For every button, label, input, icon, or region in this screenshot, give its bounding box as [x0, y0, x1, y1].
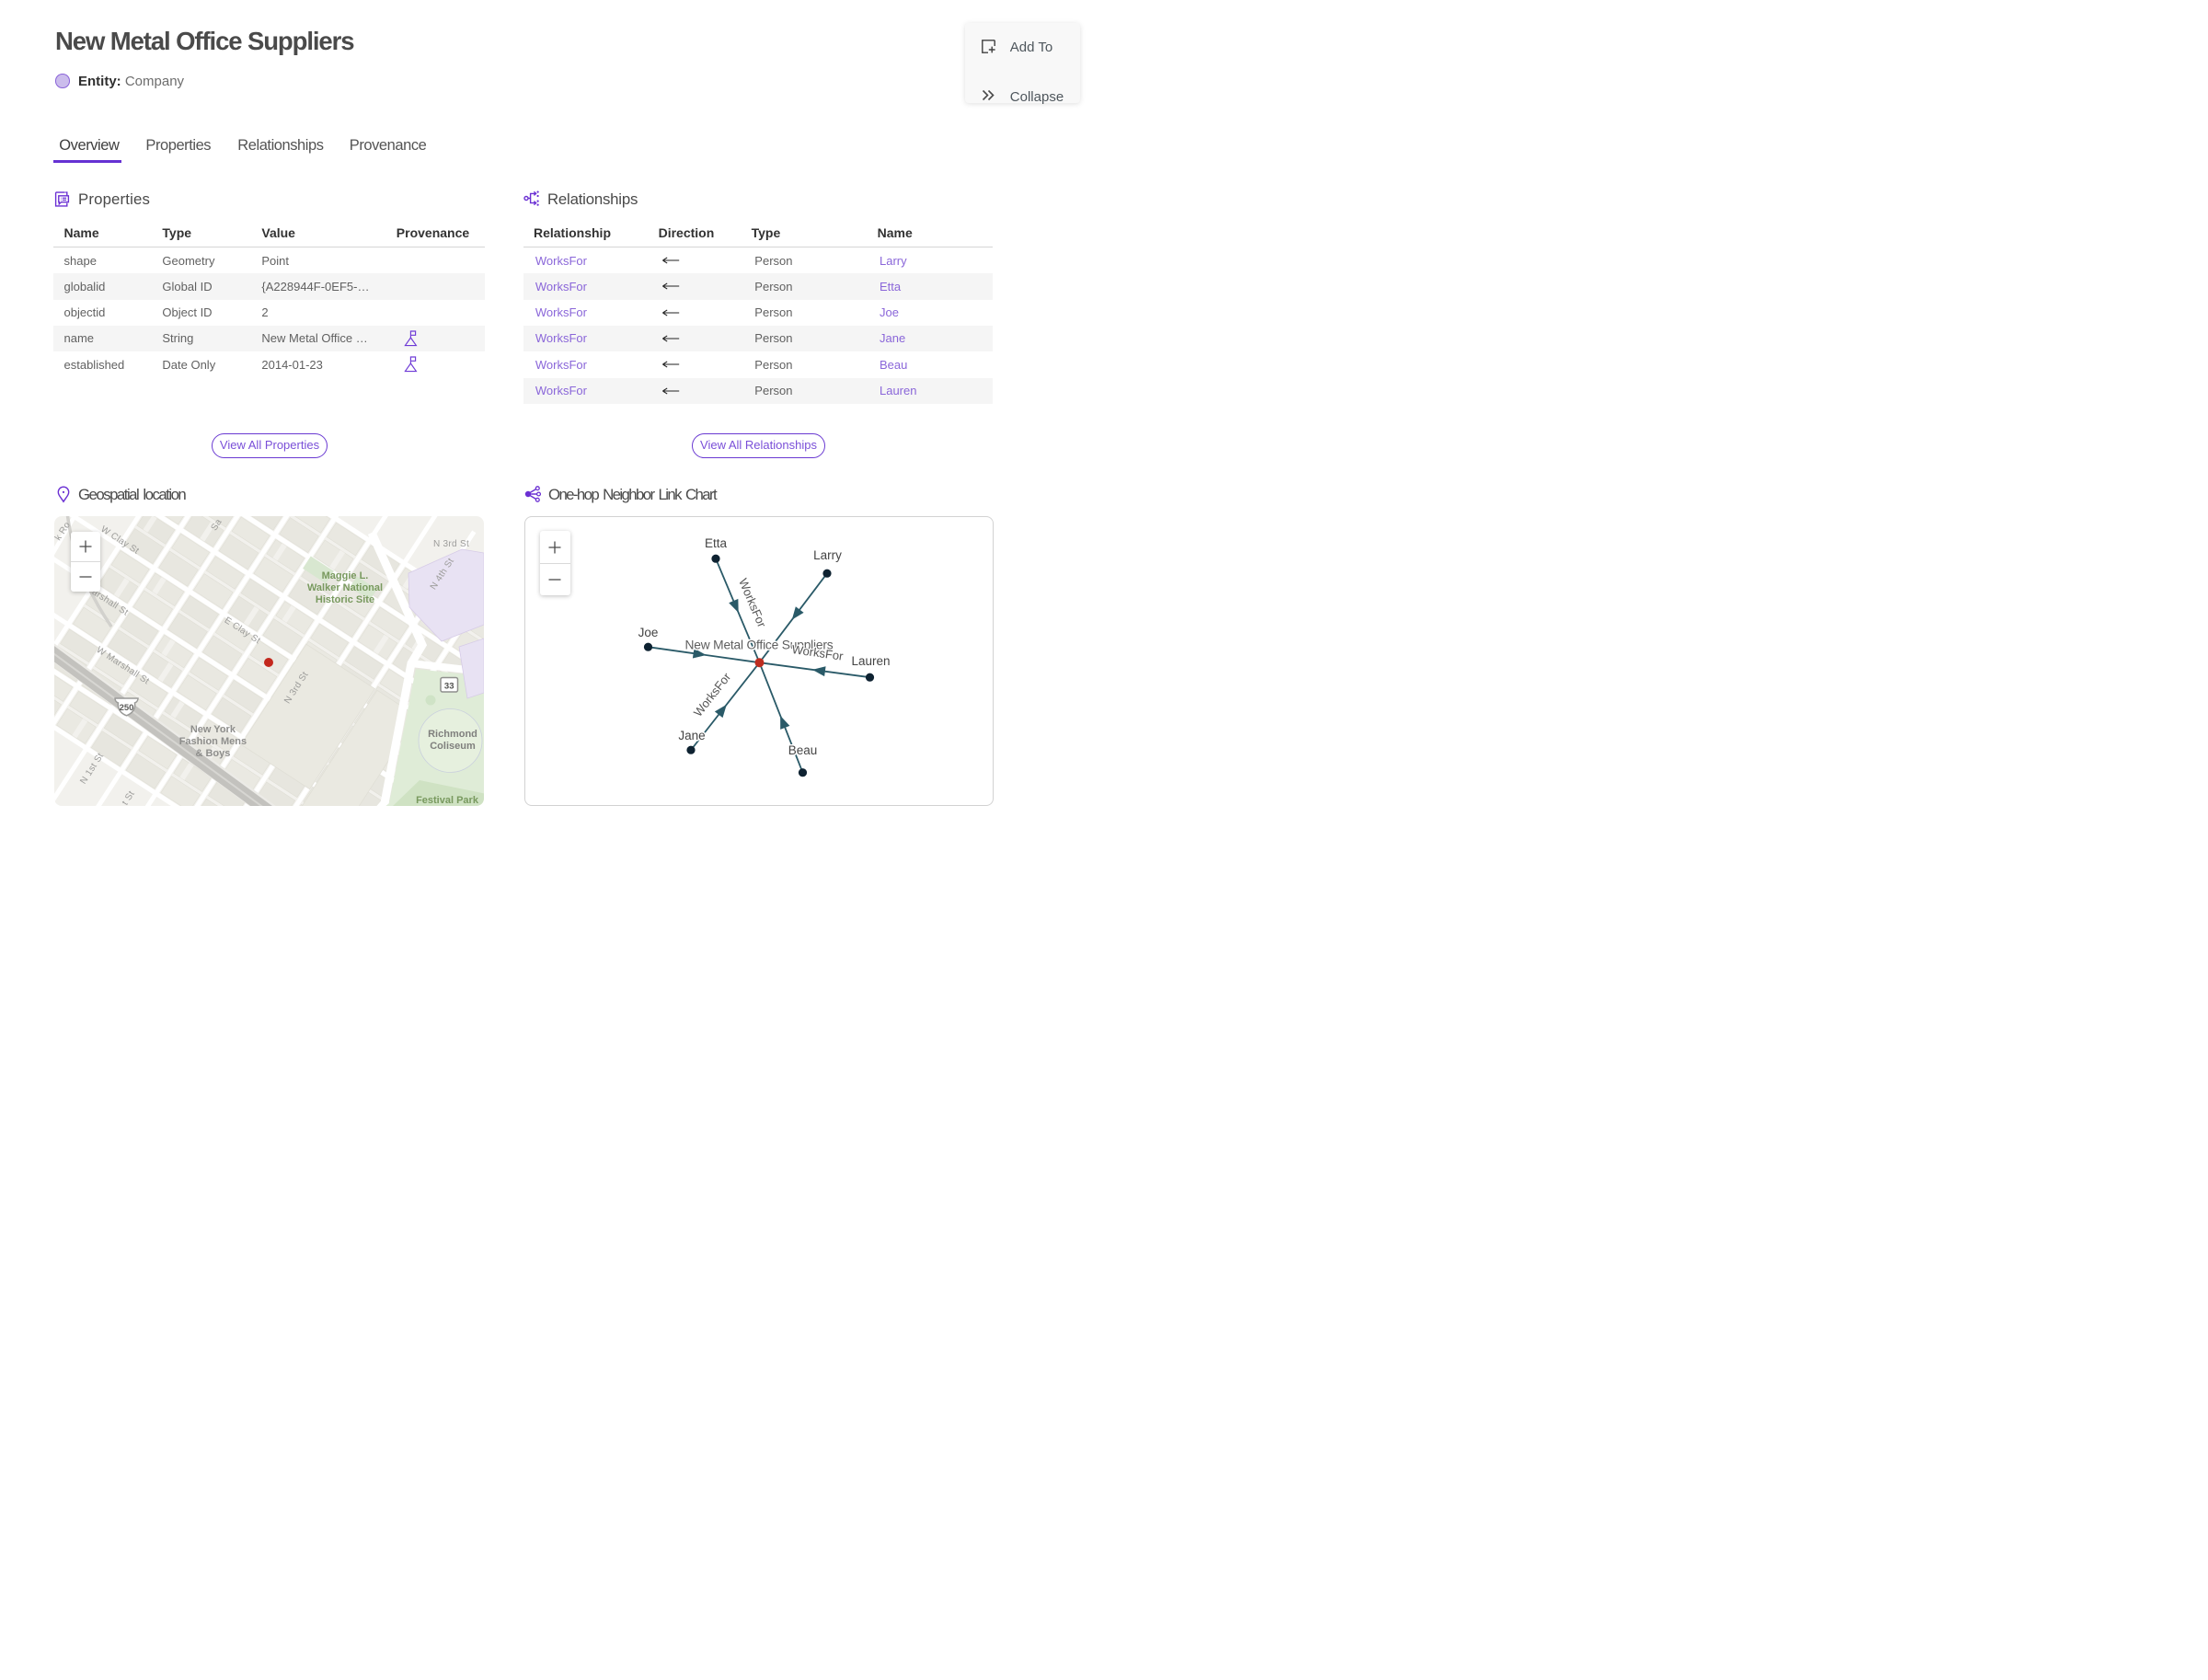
svg-text:33: 33	[444, 682, 454, 692]
svg-text:WorksFor: WorksFor	[791, 642, 845, 663]
svg-text:New Metal Office Suppliers: New Metal Office Suppliers	[685, 639, 834, 652]
svg-text:Larry: Larry	[813, 548, 842, 562]
svg-text:Maggie L.: Maggie L.	[322, 570, 369, 581]
svg-text:New York: New York	[190, 724, 236, 735]
svg-text:Larry: Larry	[813, 548, 842, 562]
svg-text:Jane: Jane	[678, 729, 705, 742]
svg-text:Beau: Beau	[788, 743, 818, 757]
svg-text:N 3rd St: N 3rd St	[433, 539, 469, 549]
svg-text:WorksFor: WorksFor	[736, 576, 769, 629]
svg-text:WorksFor: WorksFor	[691, 670, 734, 719]
svg-text:New Metal Office Suppliers: New Metal Office Suppliers	[685, 639, 834, 652]
svg-text:Etta: Etta	[705, 536, 728, 550]
svg-text:Lauren: Lauren	[851, 654, 890, 668]
svg-text:250: 250	[120, 703, 134, 713]
svg-text:Walker National: Walker National	[307, 582, 383, 593]
svg-text:Historic Site: Historic Site	[316, 594, 374, 605]
svg-text:Beau: Beau	[788, 743, 818, 757]
svg-text:Fashion Mens: Fashion Mens	[179, 736, 247, 747]
svg-text:Richmond: Richmond	[428, 729, 477, 740]
svg-text:Festival Park: Festival Park	[416, 795, 479, 806]
svg-text:Joe: Joe	[638, 626, 659, 639]
svg-text:Etta: Etta	[705, 536, 728, 550]
svg-text:& Boys: & Boys	[195, 748, 230, 759]
svg-text:Coliseum: Coliseum	[430, 741, 476, 752]
svg-text:Joe: Joe	[638, 626, 659, 639]
svg-text:Jane: Jane	[678, 729, 705, 742]
svg-text:Lauren: Lauren	[851, 654, 890, 668]
